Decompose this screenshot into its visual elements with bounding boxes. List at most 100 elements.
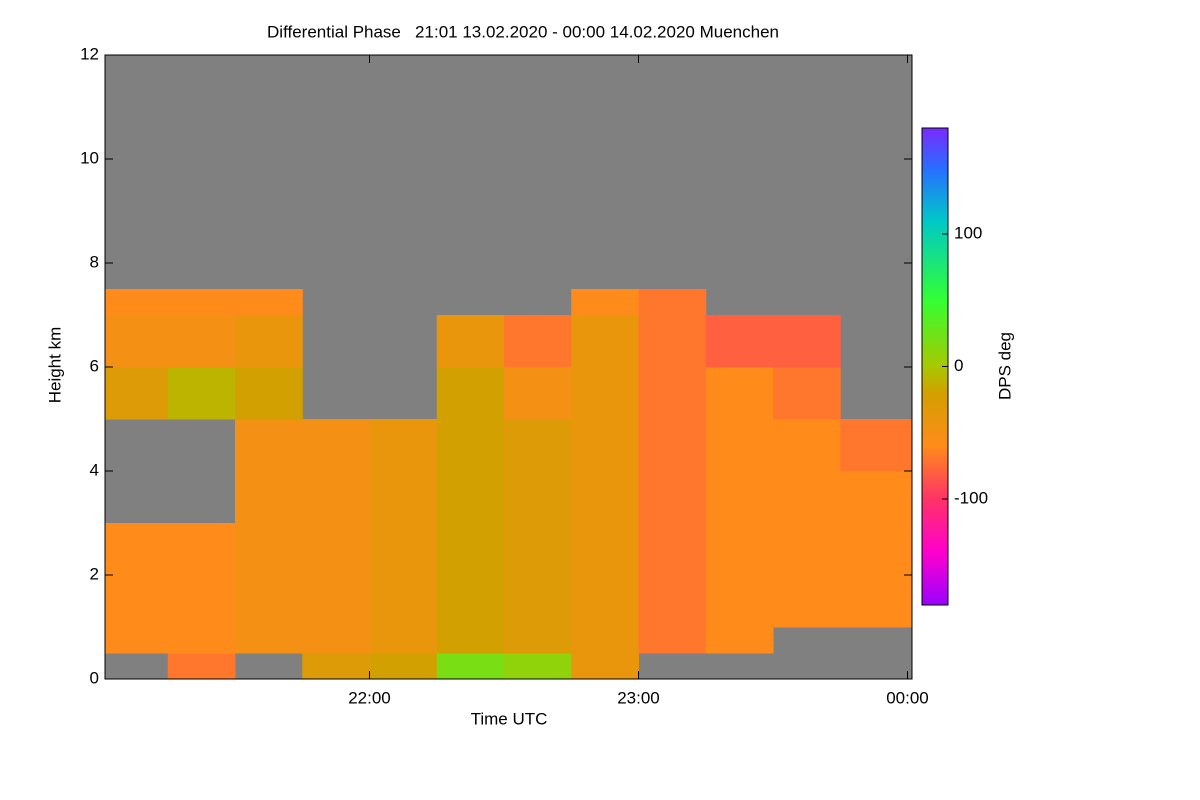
heatmap-cell [369, 575, 438, 628]
heatmap-cell [571, 575, 640, 628]
heatmap-cell [773, 575, 841, 628]
heatmap-cell [302, 419, 371, 472]
heatmap-cell [369, 471, 438, 524]
heatmap-cell [436, 419, 505, 472]
heatmap-cell [638, 627, 707, 654]
heatmap-cell [705, 367, 774, 420]
chart-title: Differential Phase 21:01 13.02.2020 - 00… [267, 22, 779, 41]
colorbar-tick-label: 0 [954, 356, 963, 375]
heatmap-cell [105, 315, 169, 368]
heatmap-cell [504, 419, 572, 472]
heatmap-cell [773, 315, 841, 368]
heatmap-cell [571, 419, 640, 472]
x-axis-label: Time UTC [471, 709, 548, 728]
heatmap-cell [167, 627, 236, 654]
heatmap-cell [436, 471, 505, 524]
heatmap-cell [571, 289, 640, 316]
heatmap-cell [504, 523, 572, 576]
y-tick-label: 6 [90, 356, 99, 375]
y-tick-label: 10 [80, 148, 99, 167]
heatmap-cell [504, 315, 572, 368]
heatmap-cell [235, 367, 303, 420]
heatmap-cell [773, 523, 841, 576]
heatmap-cell [840, 471, 913, 524]
heatmap-cell [571, 523, 640, 576]
heatmap-cell [167, 289, 236, 316]
heatmap-cell [571, 315, 640, 368]
colorbar-label: DPS deg [995, 332, 1014, 400]
heatmap-cell [504, 471, 572, 524]
heatmap-cell [773, 419, 841, 472]
heatmap-cell [504, 627, 572, 654]
heatmap-cell [105, 627, 169, 654]
heatmap-cell [638, 289, 707, 316]
heatmap-cell [773, 471, 841, 524]
heatmap-cell [235, 627, 303, 654]
heatmap-cell [571, 367, 640, 420]
y-tick-label: 2 [90, 564, 99, 583]
heatmap-cell [705, 419, 774, 472]
heatmap-cell [705, 523, 774, 576]
y-axis-label: Height km [45, 327, 64, 404]
heatmap-cell [571, 653, 640, 680]
heatmap-cell [638, 523, 707, 576]
heatmap-cell [638, 471, 707, 524]
y-tick-label: 12 [80, 44, 99, 63]
heatmap-cell [705, 471, 774, 524]
heatmap-cell [638, 367, 707, 420]
heatmap-cell [105, 367, 169, 420]
y-tick-label: 0 [90, 668, 99, 687]
heatmap-cell [167, 653, 236, 680]
heatmap-cell [302, 575, 371, 628]
heatmap-cell [235, 471, 303, 524]
heatmap-cell [840, 523, 913, 576]
heatmap-cell [638, 419, 707, 472]
heatmap-cell [504, 367, 572, 420]
heatmap-cell [302, 653, 371, 680]
x-tick-label: 22:00 [348, 688, 391, 707]
heatmap-cell [436, 367, 505, 420]
heatmap-cell [638, 575, 707, 628]
heatmap-cell [840, 419, 913, 472]
heatmap-cell [705, 315, 774, 368]
heatmap-cell [105, 289, 169, 316]
heatmap-cell [436, 653, 505, 680]
y-tick-label: 8 [90, 252, 99, 271]
heatmap-cell [235, 315, 303, 368]
x-tick-label: 00:00 [886, 688, 929, 707]
heatmap-cell [235, 523, 303, 576]
x-tick-label: 23:00 [617, 688, 660, 707]
heatmap-cell [773, 367, 841, 420]
heatmap-cell [436, 627, 505, 654]
heatmap-cell [638, 315, 707, 368]
heatmap-cell [436, 575, 505, 628]
heatmap-cell [705, 627, 774, 654]
heatmap-cell [571, 471, 640, 524]
heatmap-cell [436, 315, 505, 368]
heatmap-cell [302, 471, 371, 524]
heatmap-cell [105, 575, 169, 628]
heatmap-cell [302, 523, 371, 576]
heatmap-cell [167, 575, 236, 628]
heatmap-cell [369, 627, 438, 654]
heatmap-cell [504, 575, 572, 628]
heatmap-cell [167, 367, 236, 420]
heatmap-cell [235, 419, 303, 472]
heatmap-cell [369, 419, 438, 472]
heatmap-cell [369, 653, 438, 680]
heatmap-cell [302, 627, 371, 654]
heatmap-cell [436, 523, 505, 576]
heatmap-cell [571, 627, 640, 654]
colorbar-tick-label: 100 [954, 223, 982, 242]
heatmap-cell [167, 523, 236, 576]
heatmap-cell [235, 289, 303, 316]
heatmap-cell [167, 315, 236, 368]
heatmap-cell [840, 575, 913, 628]
heatmap-cell [235, 575, 303, 628]
heatmap-cell [705, 575, 774, 628]
y-tick-label: 4 [90, 460, 99, 479]
heatmap-cell [369, 523, 438, 576]
heatmap-cell [105, 523, 169, 576]
colorbar-tick-label: -100 [954, 488, 988, 507]
